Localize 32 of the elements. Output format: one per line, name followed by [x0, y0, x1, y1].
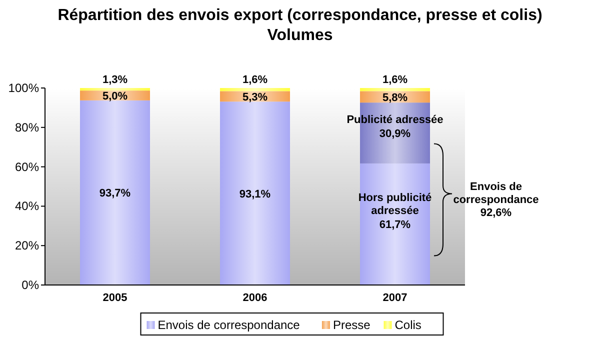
legend-label: Colis: [394, 318, 422, 332]
bar: [220, 88, 290, 92]
data-label: 1,6%: [242, 74, 268, 86]
chart-title: Répartition des envois export (correspondance, presse et colis) Volumes: [58, 7, 542, 44]
data-label: 93,7%: [99, 188, 131, 200]
bar: [80, 88, 150, 91]
x-tick-label: 2006: [242, 292, 268, 304]
bar: [80, 100, 150, 285]
annotation: Publicité adressée: [346, 114, 444, 126]
data-label: 93,1%: [239, 188, 271, 200]
y-tick-label: 80%: [14, 120, 40, 134]
y-tick-label: 0%: [22, 278, 40, 292]
y-tick-label: 40%: [14, 199, 40, 214]
data-label: 1,6%: [382, 74, 408, 86]
annotation: Envois de correspondance 92,6%: [453, 180, 539, 219]
y-tick-label: 20%: [14, 238, 40, 253]
bar: [220, 102, 290, 285]
legend-label: Envois de correspondance: [158, 318, 300, 332]
bar: [360, 88, 430, 92]
x-tick-label: 2007: [382, 292, 408, 304]
legend-label: Presse: [332, 318, 371, 332]
y-tick-label: 100%: [8, 81, 40, 95]
data-label: 1,3%: [102, 74, 128, 86]
data-label: 5,8%: [382, 92, 408, 104]
data-label: 61,7%: [379, 219, 411, 232]
data-label: 5,0%: [102, 90, 128, 102]
data-label: 5,3%: [242, 91, 268, 104]
bar: [360, 163, 430, 285]
x-tick-label: 2005: [102, 292, 128, 304]
annotation: Hors publicité adressée: [358, 192, 432, 218]
y-tick-label: 60%: [14, 160, 40, 174]
data-label: 30,9%: [379, 128, 411, 140]
